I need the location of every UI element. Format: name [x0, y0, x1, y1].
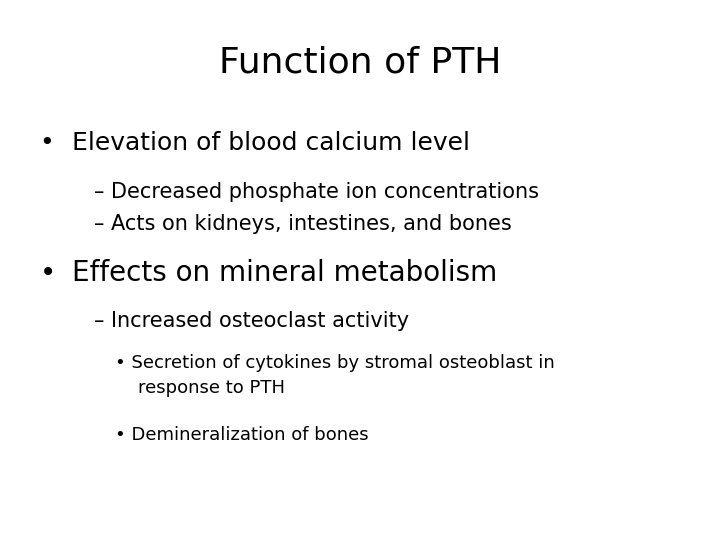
Text: •: • [40, 131, 54, 155]
Text: Function of PTH: Function of PTH [219, 46, 501, 80]
Text: • Secretion of cytokines by stromal osteoblast in
    response to PTH: • Secretion of cytokines by stromal oste… [115, 354, 555, 397]
Text: – Acts on kidneys, intestines, and bones: – Acts on kidneys, intestines, and bones [94, 214, 511, 234]
Text: – Increased osteoclast activity: – Increased osteoclast activity [94, 311, 409, 332]
Text: – Decreased phosphate ion concentrations: – Decreased phosphate ion concentrations [94, 181, 539, 202]
Text: Effects on mineral metabolism: Effects on mineral metabolism [72, 259, 498, 287]
Text: • Demineralization of bones: • Demineralization of bones [115, 426, 369, 444]
Text: •: • [40, 259, 56, 287]
Text: Elevation of blood calcium level: Elevation of blood calcium level [72, 131, 470, 155]
